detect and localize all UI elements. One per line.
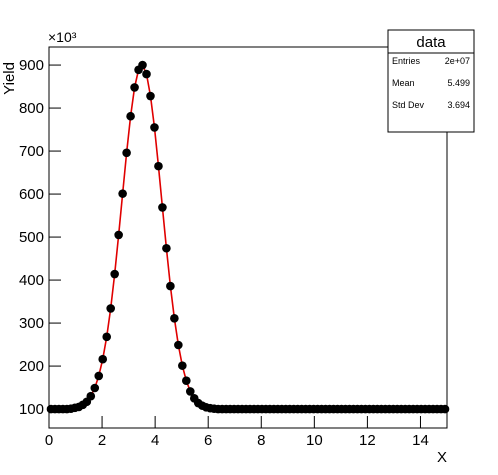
stats-frame [387, 29, 475, 133]
y-tick-label: 500 [19, 229, 44, 246]
fit-line [50, 63, 446, 410]
stats-box: data Entries 2e+07 Mean 5.499 Std Dev 3.694 [387, 29, 475, 133]
data-point [150, 123, 159, 132]
data-point [174, 340, 183, 350]
y-tick-label: 800 [19, 100, 44, 117]
stats-value: 3.694 [447, 100, 470, 110]
data-point [138, 60, 147, 70]
data-point [182, 376, 191, 385]
data-point [440, 404, 450, 414]
data-point [170, 314, 179, 323]
data-point [86, 391, 96, 401]
y-tick-label: 300 [19, 315, 44, 332]
x-tick-label: 10 [306, 432, 323, 449]
data-point [94, 371, 104, 381]
stats-label: Std Dev [392, 100, 425, 110]
stats-value: 5.499 [447, 78, 470, 88]
data-point [158, 203, 167, 212]
y-tick-label: 100 [19, 401, 44, 418]
x-tick-label: 14 [412, 432, 429, 449]
data-point [166, 281, 175, 291]
stats-label: Mean [392, 78, 415, 88]
data-point [98, 354, 108, 364]
y-tick-label: 400 [19, 272, 44, 289]
data-point [178, 361, 187, 370]
data-point [126, 111, 135, 121]
data-point [102, 332, 112, 342]
y-axis-label: Yield [1, 62, 18, 95]
data-point [118, 189, 127, 198]
data-point [110, 269, 119, 279]
stats-label: Entries [392, 56, 421, 66]
y-tick-label: 200 [19, 358, 44, 375]
data-point [154, 161, 163, 171]
data-point [106, 304, 115, 313]
stats-title: data [416, 34, 446, 51]
stats-value: 2e+07 [445, 56, 470, 66]
x-tick-label: 6 [204, 432, 212, 449]
y-tick-label: 900 [19, 57, 44, 74]
data-point [185, 387, 195, 396]
data-point [142, 69, 151, 79]
x-tick-label: 8 [257, 432, 265, 449]
x-tick-label: 0 [45, 432, 53, 449]
x-tick-label: 2 [98, 432, 106, 449]
data-point [90, 383, 100, 393]
data-point [130, 83, 139, 92]
x-tick-label: 4 [151, 432, 159, 449]
data-point [114, 230, 123, 240]
y-tick-label: 600 [19, 186, 44, 203]
x-axis-label: X [437, 449, 447, 466]
y-tick-label: 700 [19, 143, 44, 160]
data-point [146, 91, 155, 101]
plot-frame [48, 46, 448, 429]
data-point [162, 243, 171, 253]
x-tick-label: 12 [359, 432, 376, 449]
axis-multiplier: ×10³ [48, 29, 77, 45]
data-point [122, 148, 131, 158]
